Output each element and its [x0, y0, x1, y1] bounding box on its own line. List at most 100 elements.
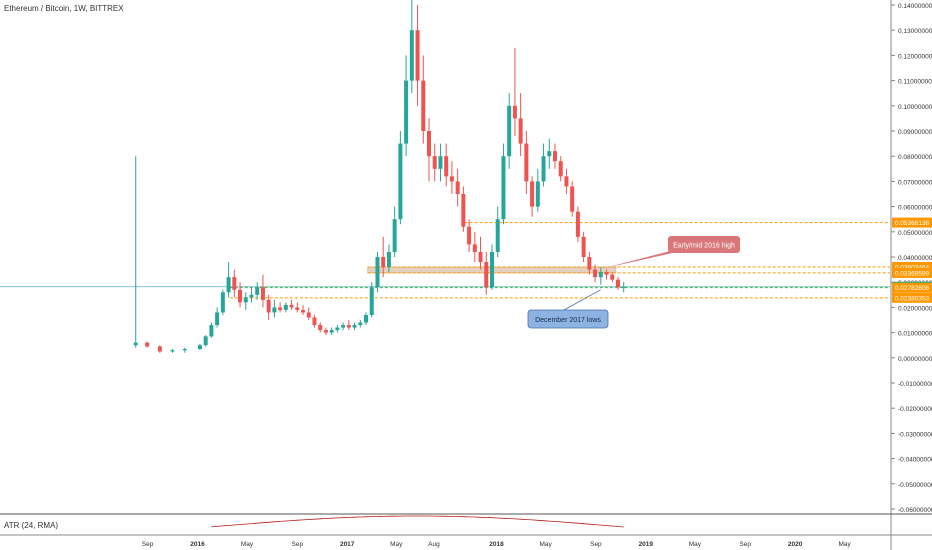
candle-body	[581, 236, 586, 257]
candle-body	[133, 342, 138, 346]
symbol-title: Ethereum / Bitcoin, 1W, BITTREX	[4, 4, 124, 13]
y-tick-label: 0.07000000	[898, 179, 932, 186]
candle-body	[501, 156, 506, 220]
candle-body	[467, 226, 472, 245]
x-tick-label: 2017	[340, 541, 355, 548]
candle-body	[512, 105, 517, 119]
y-tick-label: 0.05000000	[898, 230, 932, 237]
atr-pane	[211, 515, 624, 528]
candle-body	[318, 325, 323, 331]
candle-body	[306, 312, 311, 318]
atr-title: ATR (24, RMA)	[4, 521, 59, 530]
lows-callout-box	[527, 309, 609, 329]
price-label: 0.05366138	[895, 220, 930, 227]
y-tick-label: 0.14000000	[898, 3, 932, 10]
x-tick-label: May	[241, 541, 254, 548]
y-tick-label: -0.05000000	[898, 482, 932, 489]
candle-layer	[133, 0, 626, 353]
candle-body	[507, 105, 512, 157]
x-tick-label: 2018	[489, 541, 504, 548]
candle-body	[226, 277, 231, 293]
candle-body	[295, 307, 300, 310]
candle-body	[301, 309, 306, 313]
y-tick-label: 0.06000000	[898, 205, 932, 212]
candle-body	[392, 219, 397, 252]
price-label: 0.02782608	[895, 285, 930, 292]
candle-body	[346, 325, 351, 328]
candle-body	[335, 327, 340, 331]
candle-body	[615, 279, 620, 288]
x-tick-label: 2016	[190, 541, 205, 548]
candle-body	[564, 176, 569, 187]
candle-body	[364, 314, 369, 323]
candle-body	[341, 325, 346, 328]
y-tick-label: 0.02000000	[898, 305, 932, 312]
candle-body	[490, 251, 495, 288]
atr-line	[211, 515, 624, 528]
y-tick-label: 0.12000000	[898, 53, 932, 60]
candle-body	[203, 336, 208, 346]
candle-body	[283, 304, 288, 310]
candle-body	[352, 325, 357, 328]
candle-body	[266, 299, 271, 313]
candle-body	[478, 251, 483, 263]
candle-body	[558, 161, 563, 177]
candle-body	[415, 30, 420, 81]
level-layer	[0, 222, 890, 299]
x-tick-label: Aug	[428, 541, 440, 548]
x-tick-label: May	[539, 541, 552, 548]
candle-body	[170, 350, 175, 352]
candle-body	[243, 297, 248, 303]
high-callout-box	[668, 236, 740, 253]
annotation-layer: Early/mid 2016 high December 2017 lows	[527, 236, 740, 329]
candle-body	[604, 272, 609, 275]
candle-body	[329, 330, 334, 333]
lows-callout-text: December 2017 lows	[535, 317, 601, 324]
price-axis[interactable]: 0.14000000 0.13000000 0.12000000 0.11000000…	[891, 3, 932, 514]
candle-body	[249, 294, 254, 298]
candle-body	[358, 322, 363, 326]
candle-body	[535, 181, 540, 207]
candle-body	[518, 118, 523, 144]
candle-body	[587, 257, 592, 270]
price-label-box	[892, 217, 932, 228]
x-tick-label: 2019	[639, 541, 654, 548]
candle-body	[593, 269, 598, 278]
price-label: 0.03368599	[895, 270, 930, 277]
candle-body	[404, 80, 409, 144]
candle-body	[421, 80, 426, 131]
candle-body	[547, 151, 552, 157]
candle-body	[524, 143, 529, 182]
candle-body	[621, 286, 626, 288]
high-callout-text: Early/mid 2016 high	[673, 243, 735, 250]
y-tick-label: 0.00000000	[898, 356, 932, 363]
candle-body	[541, 156, 546, 182]
y-tick-label: 0.08000000	[898, 154, 932, 161]
x-tick-label: Sep	[739, 541, 751, 548]
y-tick-label: -0.03000000	[898, 431, 932, 438]
time-axis[interactable]: Sep 2016 May Sep 2017 May Aug 2018 May Sep 2019 May…	[142, 541, 852, 548]
y-tick-label: -0.04000000	[898, 457, 932, 464]
candle-body	[438, 156, 443, 169]
y-tick-label: 0.09000000	[898, 129, 932, 136]
x-tick-label: May	[838, 541, 851, 548]
price-label-box	[892, 261, 932, 272]
candle-body	[215, 312, 220, 326]
candle-body	[598, 272, 603, 278]
candle-body	[182, 348, 187, 351]
y-tick-label: -0.06000000	[898, 507, 932, 514]
candle-body	[409, 30, 414, 81]
candle-body	[238, 289, 243, 303]
candle-body	[232, 277, 237, 290]
candle-body	[197, 345, 202, 349]
candle-body	[570, 186, 575, 212]
candle-body	[312, 317, 317, 326]
y-tick-label: 0.13000000	[898, 28, 932, 35]
candle-body	[323, 330, 328, 333]
lows-callout-pointer	[563, 289, 602, 311]
candle-body	[278, 307, 283, 310]
price-label-box	[892, 267, 932, 278]
candle-body	[530, 181, 535, 207]
candle-body	[484, 262, 489, 288]
